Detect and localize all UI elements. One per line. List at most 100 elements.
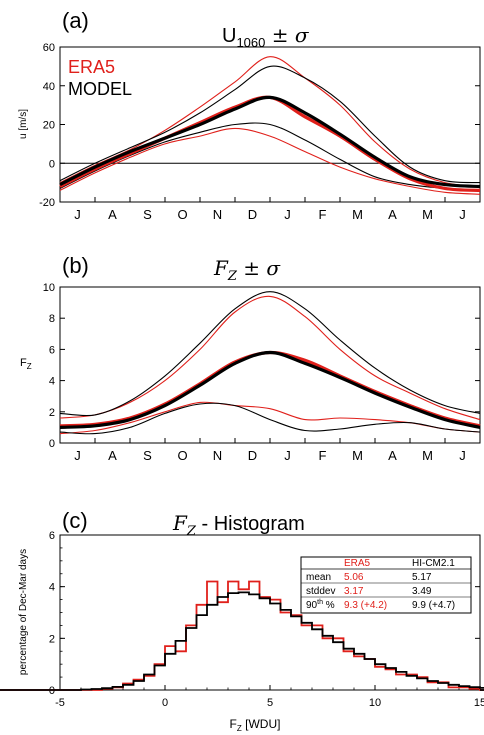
panel-c-y-label: percentage of Dec-Mar days — [18, 549, 29, 675]
x-tick-label: J — [74, 207, 81, 222]
y-tick-label: 6 — [49, 344, 55, 356]
x-tick-label: M — [352, 448, 363, 463]
panel-c-histograms — [0, 580, 484, 691]
x-tick-label: -5 — [55, 697, 65, 709]
y-tick-label: 40 — [43, 81, 55, 93]
x-tick-label: F — [319, 448, 327, 463]
y-tick-label: 4 — [49, 376, 55, 388]
x-tick-label: N — [213, 448, 222, 463]
era5-mean-line — [59, 350, 481, 428]
stats-p90-sup: th — [317, 599, 323, 606]
x-tick-label: D — [248, 448, 257, 463]
y-tick-label: 2 — [49, 633, 55, 645]
panel-a-series — [59, 56, 481, 195]
panel-b-title-main: F — [213, 256, 229, 280]
y-tick-label: 20 — [43, 120, 55, 132]
stats-model-p90: 9.9 (+4.7) — [412, 600, 455, 611]
y-tick-label: 8 — [49, 313, 55, 325]
era5-mean-sigma-line — [59, 127, 481, 195]
x-tick-label: S — [143, 448, 152, 463]
panel-c-x-label-sub: Z — [237, 724, 242, 733]
stats-row-label: 90th % — [306, 599, 335, 611]
panel-a: (a) U1060 ± σ u [m/s] -20 0 20 40 60 J A S O N D J… — [18, 8, 481, 222]
model-mean-plus-sigma-line — [59, 65, 481, 184]
panel-c-title: FZ - Histogram — [172, 511, 305, 539]
stats-p90-num: 90 — [306, 600, 318, 611]
panel-c-x-axis: -5 0 5 10 15 — [55, 685, 484, 709]
panel-a-label: (a) — [62, 8, 89, 33]
panel-c-x-label: FZ [WDU] — [230, 717, 281, 733]
stats-row-label: mean — [306, 572, 331, 583]
x-tick-label: J — [284, 448, 291, 463]
era5-mean-plus-sigma-line — [59, 295, 481, 421]
stats-era5-mean: 5.06 — [344, 572, 364, 583]
y-tick-label: 6 — [49, 530, 55, 542]
y-tick-label: 2 — [49, 407, 55, 419]
panel-c-label: (c) — [62, 508, 88, 533]
model-mean-sigma-line — [59, 122, 481, 191]
x-tick-label: D — [248, 207, 257, 222]
panel-b-y-label: FZ — [20, 357, 32, 371]
x-tick-label: 5 — [267, 697, 273, 709]
x-tick-label: 10 — [369, 697, 381, 709]
stats-row-label: stddev — [306, 586, 335, 597]
panel-b-label: (b) — [62, 253, 89, 278]
panel-b-y-label-sub: Z — [27, 362, 32, 371]
panel-a-title: U1060 ± σ — [222, 23, 310, 50]
era5-mean-plus-sigma-line — [59, 56, 481, 188]
y-tick-label: -20 — [39, 197, 55, 209]
model-mean-sigma-line — [59, 402, 481, 435]
stats-era5-p90: 9.3 (+4.2) — [344, 600, 387, 611]
x-tick-label: M — [422, 207, 433, 222]
panel-b-series — [59, 291, 481, 435]
x-tick-label: 15 — [474, 697, 484, 709]
y-tick-label: 60 — [43, 42, 55, 54]
x-tick-label: A — [108, 207, 117, 222]
x-tick-label: J — [459, 448, 466, 463]
era5-mean-line — [59, 95, 481, 192]
legend-model: MODEL — [68, 79, 132, 99]
x-tick-label: M — [422, 448, 433, 463]
stats-p90-tail: % — [323, 600, 335, 611]
model-histogram-step — [0, 591, 484, 691]
stats-era5-stddev: 3.17 — [344, 586, 364, 597]
stats-model-mean: 5.17 — [412, 572, 432, 583]
x-tick-label: J — [74, 448, 81, 463]
model-mean-line — [59, 95, 481, 189]
panel-c-title-sub: Z — [186, 524, 197, 539]
x-tick-label: N — [213, 207, 222, 222]
x-tick-label: S — [143, 207, 152, 222]
x-tick-label: M — [352, 207, 363, 222]
model-mean-line — [59, 350, 481, 429]
panel-c-x-label-main: F — [230, 717, 237, 731]
panel-b-title-sub: Z — [227, 269, 238, 284]
y-tick-label: 0 — [49, 158, 55, 170]
x-tick-label: A — [388, 448, 397, 463]
stats-table-frame — [300, 556, 472, 614]
stats-table: ERA5 HI-CM2.1 mean 5.06 5.17 stddev 3.17… — [300, 556, 472, 614]
panel-a-y-label: u [m/s] — [18, 109, 29, 139]
panel-c-title-tail: - Histogram — [196, 513, 305, 535]
panel-b-y-axis: 0 2 4 6 8 10 — [43, 282, 480, 450]
panel-a-title-tail: ± σ — [265, 23, 309, 47]
x-tick-label: J — [459, 207, 466, 222]
y-tick-label: 10 — [43, 282, 55, 294]
x-tick-label: O — [177, 207, 187, 222]
x-tick-label: A — [388, 207, 397, 222]
panel-c-title-main: F — [172, 511, 188, 535]
panel-a-title-main: U — [222, 25, 236, 47]
y-tick-label: 0 — [49, 685, 55, 697]
panel-a-title-sub: 1060 — [236, 35, 265, 50]
stats-model-stddev: 3.49 — [412, 586, 432, 597]
x-tick-label: A — [108, 448, 117, 463]
panel-b-title-tail: ± σ — [237, 256, 281, 280]
stats-header-era5: ERA5 — [344, 558, 371, 569]
legend-era5: ERA5 — [68, 57, 115, 77]
x-tick-label: J — [284, 207, 291, 222]
x-tick-label: F — [319, 207, 327, 222]
panel-c: (c) FZ - Histogram percentage of Dec-Mar… — [0, 508, 484, 733]
model-mean-plus-sigma-line — [59, 291, 481, 417]
